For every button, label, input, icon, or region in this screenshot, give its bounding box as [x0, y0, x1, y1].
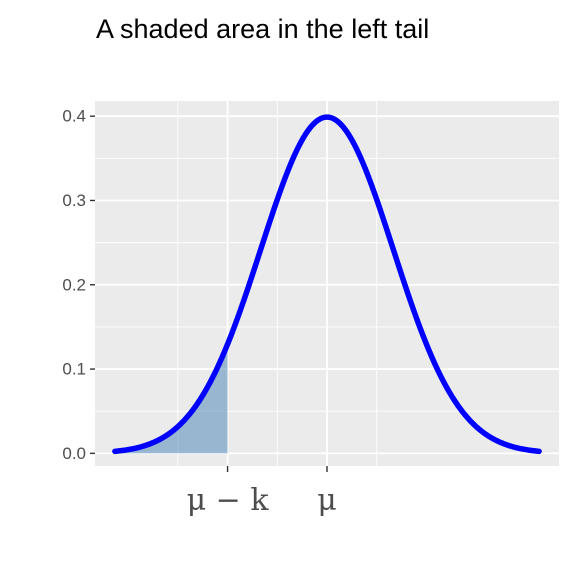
x-tick-label: μ	[317, 483, 337, 518]
y-tick-label: 0.4	[62, 107, 86, 126]
y-tick-label: 0.2	[62, 275, 86, 294]
y-tick-label: 0.3	[62, 191, 86, 210]
y-tick-label: 0.0	[62, 444, 86, 463]
y-axis: 0.0 0.1 0.2 0.3 0.4	[62, 107, 95, 463]
y-tick-label: 0.1	[62, 360, 86, 379]
x-tick-label: μ − k	[187, 483, 270, 518]
